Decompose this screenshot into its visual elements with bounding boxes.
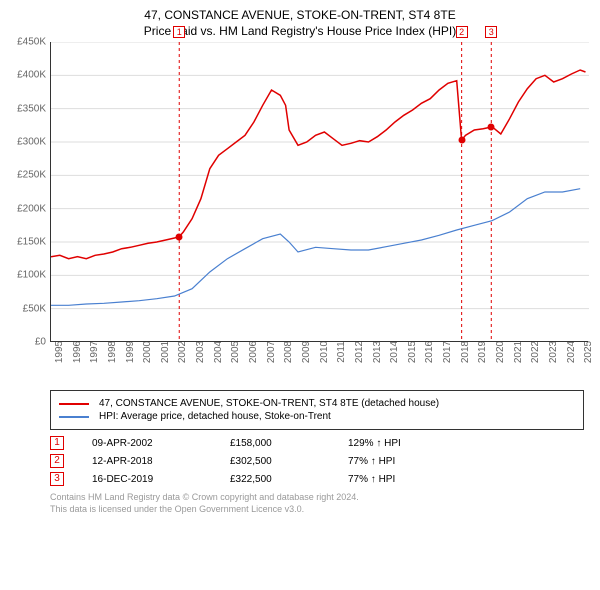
sale-date: 09-APR-2002	[92, 438, 202, 449]
x-tick-label: 2007	[266, 341, 277, 363]
x-tick-label: 2009	[301, 341, 312, 363]
title-address: 47, CONSTANCE AVENUE, STOKE-ON-TRENT, ST…	[6, 8, 594, 22]
x-tick-label: 2001	[160, 341, 171, 363]
table-row: 2 12-APR-2018 £302,500 77% ↑ HPI	[50, 454, 584, 468]
y-tick-label: £250K	[6, 170, 46, 181]
x-tick-label: 2018	[460, 341, 471, 363]
x-tick-label: 2012	[354, 341, 365, 363]
x-tick-label: 2005	[230, 341, 241, 363]
footer: Contains HM Land Registry data © Crown c…	[50, 492, 584, 515]
table-row: 3 16-DEC-2019 £322,500 77% ↑ HPI	[50, 472, 584, 486]
sale-delta: 77% ↑ HPI	[348, 456, 458, 467]
x-tick-label: 2013	[372, 341, 383, 363]
sale-date: 12-APR-2018	[92, 456, 202, 467]
sale-date: 16-DEC-2019	[92, 474, 202, 485]
x-tick-label: 2019	[477, 341, 488, 363]
x-tick-label: 2022	[530, 341, 541, 363]
x-tick-label: 2011	[336, 341, 347, 363]
sale-marker-box: 3	[50, 472, 64, 486]
sale-dot	[176, 233, 183, 240]
x-tick-label: 2025	[583, 341, 594, 363]
sale-price: £302,500	[230, 456, 320, 467]
plot-area: 123	[50, 42, 588, 342]
y-tick-label: £200K	[6, 203, 46, 214]
title-subtitle: Price paid vs. HM Land Registry's House …	[6, 24, 594, 38]
x-tick-label: 2017	[442, 341, 453, 363]
footer-license: This data is licensed under the Open Gov…	[50, 504, 584, 516]
table-row: 1 09-APR-2002 £158,000 129% ↑ HPI	[50, 436, 584, 450]
y-tick-label: £50K	[6, 303, 46, 314]
legend-swatch	[59, 403, 89, 405]
footer-copyright: Contains HM Land Registry data © Crown c…	[50, 492, 584, 504]
chart-marker-box: 1	[173, 26, 185, 38]
sale-dot	[458, 137, 465, 144]
x-tick-label: 1996	[72, 341, 83, 363]
chart-titles: 47, CONSTANCE AVENUE, STOKE-ON-TRENT, ST…	[6, 8, 594, 38]
x-tick-label: 2002	[177, 341, 188, 363]
x-tick-label: 1999	[125, 341, 136, 363]
legend-swatch	[59, 416, 89, 418]
x-tick-label: 1998	[107, 341, 118, 363]
sale-price: £158,000	[230, 438, 320, 449]
legend-item: 47, CONSTANCE AVENUE, STOKE-ON-TRENT, ST…	[59, 398, 575, 409]
chart-container: 47, CONSTANCE AVENUE, STOKE-ON-TRENT, ST…	[0, 0, 600, 521]
legend-label: 47, CONSTANCE AVENUE, STOKE-ON-TRENT, ST…	[99, 398, 439, 409]
x-tick-label: 2024	[566, 341, 577, 363]
chart-marker-box: 3	[485, 26, 497, 38]
y-tick-label: £100K	[6, 270, 46, 281]
sales-table: 1 09-APR-2002 £158,000 129% ↑ HPI 2 12-A…	[50, 436, 584, 486]
x-tick-label: 2010	[319, 341, 330, 363]
x-tick-label: 2003	[195, 341, 206, 363]
x-tick-label: 1995	[54, 341, 65, 363]
x-tick-label: 2004	[213, 341, 224, 363]
legend-item: HPI: Average price, detached house, Stok…	[59, 411, 575, 422]
y-tick-label: £0	[6, 337, 46, 348]
chart-marker-box: 2	[456, 26, 468, 38]
y-tick-label: £400K	[6, 70, 46, 81]
x-tick-label: 2015	[407, 341, 418, 363]
x-tick-label: 2000	[142, 341, 153, 363]
x-tick-label: 2020	[495, 341, 506, 363]
sale-delta: 77% ↑ HPI	[348, 474, 458, 485]
x-tick-label: 2023	[548, 341, 559, 363]
chart-area: £0 £50K £100K £150K £200K £250K £300K £350K £400…	[6, 42, 594, 382]
x-tick-label: 2008	[283, 341, 294, 363]
x-tick-label: 2014	[389, 341, 400, 363]
y-tick-label: £150K	[6, 237, 46, 248]
sale-marker-box: 2	[50, 454, 64, 468]
y-tick-label: £350K	[6, 103, 46, 114]
sale-price: £322,500	[230, 474, 320, 485]
sale-dot	[488, 124, 495, 131]
x-tick-label: 2016	[424, 341, 435, 363]
x-tick-label: 1997	[89, 341, 100, 363]
sale-delta: 129% ↑ HPI	[348, 438, 458, 449]
y-tick-label: £300K	[6, 137, 46, 148]
sale-marker-box: 1	[50, 436, 64, 450]
legend: 47, CONSTANCE AVENUE, STOKE-ON-TRENT, ST…	[50, 390, 584, 430]
x-tick-label: 2006	[248, 341, 259, 363]
x-tick-label: 2021	[513, 341, 524, 363]
y-tick-label: £450K	[6, 37, 46, 48]
legend-label: HPI: Average price, detached house, Stok…	[99, 411, 331, 422]
